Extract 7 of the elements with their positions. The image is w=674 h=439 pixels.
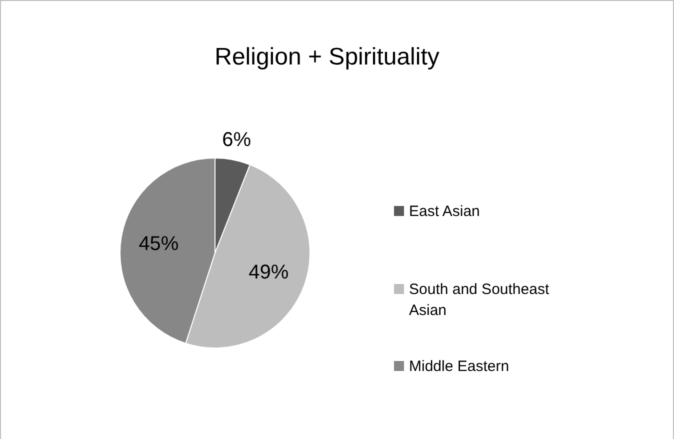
legend-label: East Asian xyxy=(409,202,480,220)
legend-label: South and Southeast Asian xyxy=(409,280,550,318)
data-label: 6% xyxy=(222,129,252,152)
data-label: 49% xyxy=(248,261,289,284)
legend-label: Middle Eastern xyxy=(409,358,510,374)
chart-title: Religion + Spirituality xyxy=(214,44,440,70)
data-label: 45% xyxy=(138,233,179,256)
